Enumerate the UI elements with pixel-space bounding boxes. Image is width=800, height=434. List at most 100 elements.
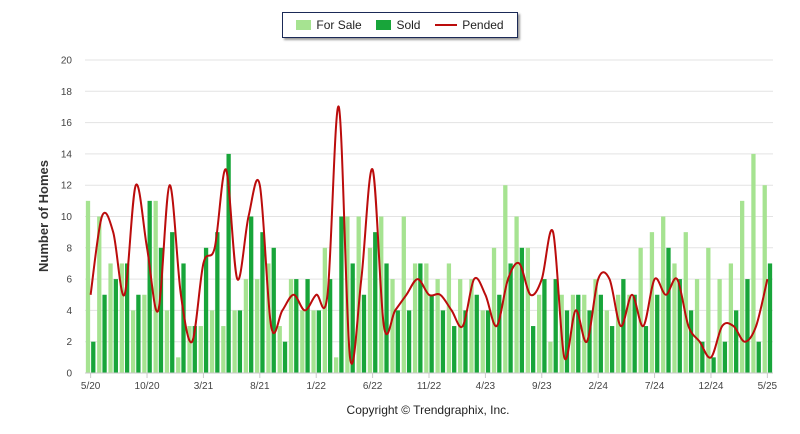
x-tick-label: 11/22 — [417, 381, 442, 392]
legend-item-for-sale[interactable]: For Sale — [296, 18, 362, 32]
bar-sold — [215, 232, 220, 373]
bar-sold — [395, 310, 400, 373]
bar-for-sale — [367, 247, 373, 373]
bar-for-sale — [164, 310, 170, 373]
bar-for-sale — [142, 294, 147, 373]
bar-sold — [237, 310, 243, 373]
bar-sold — [282, 341, 288, 373]
y-tick-label: 16 — [61, 118, 73, 129]
bar-for-sale — [198, 326, 203, 373]
bar-sold — [745, 279, 750, 373]
bar-for-sale — [390, 279, 395, 373]
bar-sold — [767, 263, 773, 373]
bar-sold — [136, 294, 141, 373]
bar-sold — [316, 310, 321, 373]
bar-sold — [429, 294, 434, 373]
bar-sold — [91, 341, 96, 373]
y-tick-label: 10 — [61, 212, 73, 223]
bar-for-sale — [751, 153, 756, 373]
bar-sold — [734, 310, 739, 373]
bar-sold — [260, 232, 265, 373]
bar-for-sale — [593, 279, 598, 373]
bar-sold — [632, 294, 637, 373]
bar-for-sale — [548, 341, 553, 373]
x-tick-label: 5/25 — [758, 381, 778, 392]
x-tick-label: 8/21 — [250, 381, 270, 392]
legend-label-for-sale: For Sale — [316, 18, 362, 32]
bar-for-sale — [604, 310, 609, 373]
bar-for-sale — [683, 232, 688, 373]
legend: For Sale Sold Pended — [282, 12, 518, 38]
x-tick-label: 10/20 — [135, 381, 160, 392]
x-tick-label: 3/21 — [194, 381, 214, 392]
bar-sold — [564, 310, 570, 373]
bar-for-sale — [232, 310, 237, 373]
bar-for-sale — [176, 357, 181, 373]
bar-sold — [756, 341, 761, 373]
bar-sold — [576, 294, 581, 373]
bar-sold — [102, 294, 107, 373]
bar-sold — [531, 326, 536, 373]
bar-sold — [203, 247, 209, 373]
bar-for-sale — [288, 279, 294, 373]
bar-for-sale — [525, 247, 531, 373]
bar-sold — [587, 310, 592, 373]
bar-sold — [350, 263, 355, 373]
bar-sold — [688, 310, 694, 373]
bar-for-sale — [469, 279, 474, 373]
legend-item-pended[interactable]: Pended — [435, 18, 504, 32]
bar-for-sale — [85, 200, 91, 373]
bar-for-sale — [130, 310, 136, 373]
bar-sold — [452, 326, 457, 373]
y-tick-label: 4 — [66, 306, 72, 317]
bar-sold — [361, 294, 367, 373]
bar-for-sale — [255, 279, 260, 373]
bar-sold — [418, 263, 423, 373]
bar-for-sale — [209, 310, 215, 373]
bar-sold — [327, 279, 333, 373]
bar-for-sale — [582, 294, 587, 373]
bar-for-sale — [728, 263, 734, 373]
bar-for-sale — [615, 294, 621, 373]
bar-sold — [722, 341, 728, 373]
bar-for-sale — [266, 263, 271, 373]
bar-sold — [294, 279, 299, 373]
y-tick-label: 8 — [66, 243, 72, 254]
bar-sold — [249, 216, 254, 373]
bar-sold — [485, 310, 491, 373]
bar-for-sale — [491, 247, 497, 373]
for-sale-swatch-icon — [296, 20, 312, 30]
bar-for-sale — [717, 279, 722, 373]
bar-sold — [700, 341, 705, 373]
bar-for-sale — [740, 200, 745, 373]
bar-for-sale — [322, 247, 327, 373]
legend-item-sold[interactable]: Sold — [376, 18, 420, 32]
bar-for-sale — [277, 326, 282, 373]
legend-label-sold: Sold — [396, 18, 421, 32]
bar-for-sale — [503, 185, 508, 373]
bar-sold — [621, 279, 626, 373]
bar-sold — [598, 294, 603, 373]
y-tick-label: 12 — [61, 181, 73, 192]
y-tick-label: 6 — [66, 275, 72, 286]
y-tick-label: 18 — [61, 87, 73, 98]
bar-for-sale — [514, 216, 519, 373]
bar-sold — [553, 279, 558, 373]
bar-sold — [519, 247, 525, 373]
bar-for-sale — [537, 294, 542, 373]
bar-for-sale — [627, 294, 632, 373]
x-tick-label: 2/24 — [588, 381, 608, 392]
bar-for-sale — [243, 279, 249, 373]
bar-for-sale — [672, 263, 677, 373]
y-axis-ticks: 0 2 4 6 8 10 12 14 16 18 20 — [61, 56, 73, 380]
bar-sold — [305, 279, 310, 373]
bar-sold — [339, 216, 344, 373]
bar-sold — [158, 247, 164, 373]
bar-for-sale — [300, 310, 305, 373]
bar-sold — [373, 232, 378, 373]
bar-for-sale — [333, 357, 339, 373]
bar-sold — [474, 294, 479, 373]
bar-for-sale — [412, 263, 418, 373]
pended-swatch-icon — [435, 24, 458, 26]
